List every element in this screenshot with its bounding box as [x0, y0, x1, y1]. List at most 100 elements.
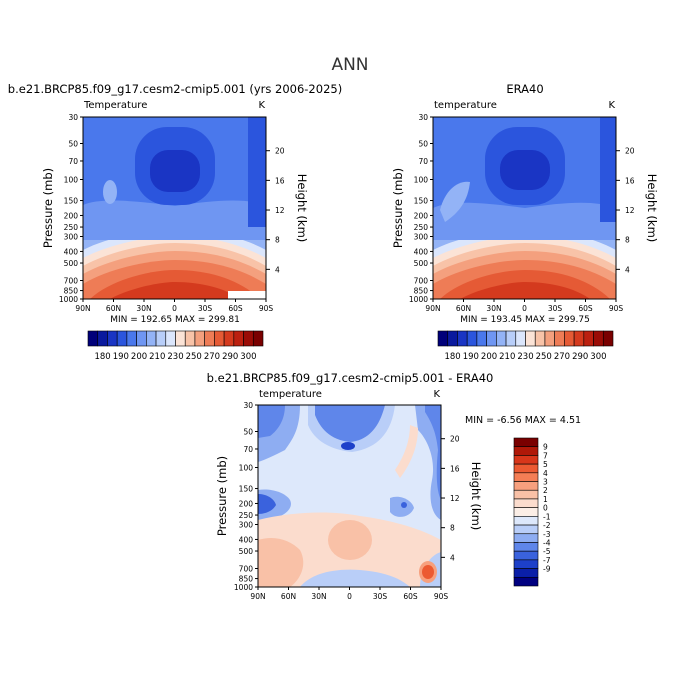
y-tick-label: 1000	[234, 583, 253, 592]
y-tick-label: 50	[68, 140, 78, 149]
y-tick-label: 500	[239, 547, 254, 556]
colorbar-swatch	[204, 330, 215, 347]
colorbar-swatch	[593, 330, 604, 347]
colorbar-label: -2	[543, 521, 551, 530]
x-tick-label: 30N	[136, 304, 151, 313]
colorbar-swatch	[515, 330, 526, 347]
y2-tick-label: 20	[450, 435, 460, 444]
stats-label: MIN = 193.45 MAX = 299.75	[460, 315, 590, 325]
x-tick-label: 60S	[578, 304, 593, 313]
y-tick-label: 1000	[409, 295, 428, 304]
y2-tick-label: 4	[450, 553, 455, 562]
colorbar-absolute: 180 190 200 210 230 250 270 290 300	[437, 330, 614, 362]
panel-subtitle: Temperature	[83, 100, 147, 111]
colorbar-label: -9	[543, 565, 551, 574]
colorbar-swatch	[155, 330, 167, 347]
panel-units: K	[608, 100, 615, 111]
colorbar-swatch	[457, 330, 468, 347]
colorbar-swatch	[252, 330, 264, 347]
stats-label: MIN = 192.65 MAX = 299.81	[110, 315, 240, 325]
colorbar-swatch	[513, 437, 539, 448]
x-tick-label: 90S	[434, 592, 449, 601]
colorbar-swatch	[87, 330, 99, 347]
x-tick-label: 0	[172, 304, 177, 313]
y2-tick-label: 20	[625, 147, 635, 156]
colorbar-label: 190	[463, 352, 479, 362]
colorbar-label: 180	[94, 352, 110, 362]
colorbar-swatch	[214, 330, 225, 347]
colorbar-label: 230	[167, 352, 183, 362]
panel-axes: 3050701001502002503004005007008501000481…	[234, 401, 460, 601]
colorbar-swatch	[554, 330, 565, 347]
colorbar-swatch	[513, 472, 539, 482]
colorbar-label: 2	[543, 486, 548, 495]
colorbar-label: 200	[481, 352, 497, 362]
colorbar-swatch	[513, 463, 539, 474]
panel-subtitle: temperature	[259, 389, 322, 400]
colorbar-swatch	[513, 576, 539, 587]
colorbar-label: 3	[543, 478, 548, 487]
colorbar-swatch	[146, 330, 157, 347]
y-tick-label: 850	[64, 287, 79, 296]
colorbar-label: 230	[517, 352, 533, 362]
colorbar-label: 250	[536, 352, 552, 362]
x-tick-label: 90S	[609, 304, 624, 313]
y-tick-label: 30	[68, 113, 78, 122]
colorbar-label: 7	[543, 451, 548, 460]
x-tick-label: 90N	[425, 304, 440, 313]
colorbar-label: 300	[590, 352, 606, 362]
colorbar-swatch	[544, 330, 555, 347]
panel-units: K	[433, 389, 440, 400]
y-tick-label: 100	[64, 175, 79, 184]
colorbar-label: 200	[131, 352, 147, 362]
y-tick-label: 150	[64, 197, 79, 206]
x-tick-label: 30S	[548, 304, 563, 313]
y2-tick-label: 12	[450, 494, 460, 503]
temperature-contour-fill	[83, 117, 266, 299]
y2-tick-label: 4	[625, 265, 630, 274]
panel-title: b.e21.BRCP85.f09_g17.cesm2-cmip5.001 (yr…	[8, 82, 342, 96]
colorbar-label: -5	[543, 547, 551, 556]
ylabel: Pressure (mb)	[215, 456, 229, 536]
y2-tick-label: 16	[450, 464, 460, 473]
y-tick-label: 70	[418, 157, 428, 166]
y-tick-label: 850	[414, 287, 429, 296]
y2-tick-label: 8	[275, 236, 280, 245]
colorbar-swatch	[466, 330, 478, 347]
panel-difference: b.e21.BRCP85.f09_g17.cesm2-cmip5.001 - E…	[207, 371, 581, 601]
colorbar-swatch	[583, 330, 594, 347]
x-tick-label: 90S	[259, 304, 274, 313]
y-tick-label: 50	[243, 428, 253, 437]
y-tick-label: 300	[414, 233, 429, 242]
colorbar-swatch	[564, 330, 575, 347]
colorbar-label: 210	[149, 352, 165, 362]
x-tick-label: 30N	[486, 304, 501, 313]
colorbar-label: 9	[543, 443, 548, 452]
colorbar-swatch	[513, 516, 539, 526]
y-tick-label: 250	[64, 223, 79, 232]
colorbar-swatch	[525, 330, 536, 347]
colorbar-label: 190	[113, 352, 129, 362]
y-tick-label: 850	[239, 575, 254, 584]
y-tick-label: 250	[414, 223, 429, 232]
x-tick-label: 0	[347, 592, 352, 601]
colorbar-swatch	[513, 533, 539, 543]
y2-tick-label: 16	[275, 176, 285, 185]
y-tick-label: 200	[414, 211, 429, 220]
colorbar-swatch	[476, 330, 487, 347]
y2label: Height (km)	[295, 174, 309, 243]
colorbar-label: -1	[543, 512, 551, 521]
y2-tick-label: 16	[625, 176, 635, 185]
colorbar-label: 250	[186, 352, 202, 362]
temperature-contour-fill	[433, 117, 616, 299]
colorbar-label: 290	[572, 352, 588, 362]
colorbar-swatch	[223, 330, 235, 347]
y-tick-label: 200	[239, 499, 254, 508]
y-tick-label: 150	[414, 197, 429, 206]
y2-tick-label: 12	[625, 206, 635, 215]
colorbar-swatch	[486, 330, 497, 347]
y-tick-label: 1000	[59, 295, 78, 304]
difference-contour-fill	[258, 405, 441, 587]
x-tick-label: 30S	[198, 304, 213, 313]
colorbar-swatch	[513, 550, 539, 561]
